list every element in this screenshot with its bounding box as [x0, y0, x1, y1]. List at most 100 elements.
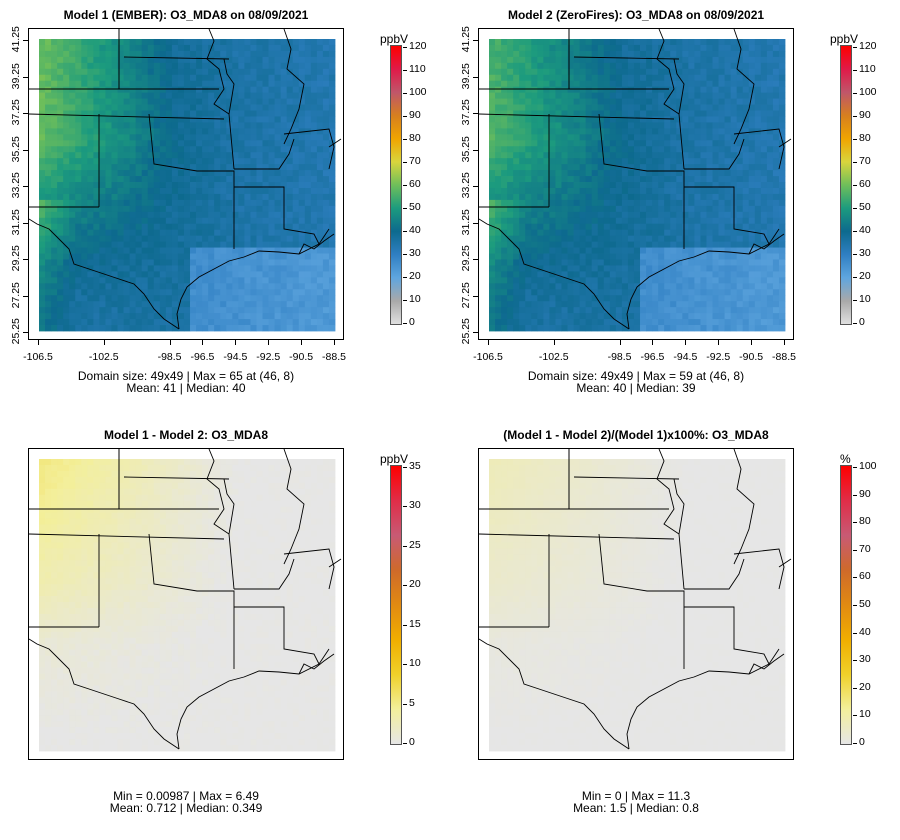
- grid-cell: [190, 193, 197, 201]
- grid-cell: [712, 241, 719, 248]
- grid-cell: [724, 295, 732, 302]
- grid-cell: [129, 122, 137, 129]
- grid-cell: [778, 253, 786, 260]
- grid-cell: [111, 187, 118, 195]
- grid-cell: [316, 199, 324, 207]
- grid-cell: [117, 134, 124, 141]
- grid-cell: [147, 86, 155, 94]
- grid-cell: [93, 253, 100, 260]
- map-frame[interactable]: [28, 28, 344, 340]
- grid-cell: [658, 259, 665, 266]
- grid-cell: [766, 193, 774, 201]
- grid-cell: [736, 39, 744, 46]
- grid-cell: [621, 158, 629, 165]
- grid-cell: [670, 164, 677, 171]
- grid-cell: [93, 92, 100, 99]
- grid-cell: [507, 44, 514, 52]
- grid-cell: [640, 116, 647, 123]
- grid-cell: [633, 247, 641, 254]
- grid-cell: [597, 325, 605, 332]
- grid-cell: [609, 134, 617, 141]
- grid-cell: [543, 319, 550, 326]
- grid-cell: [147, 50, 155, 58]
- grid-cell: [537, 92, 544, 99]
- grid-cell: [748, 158, 756, 165]
- grid-cell: [664, 44, 671, 52]
- grid-cell: [591, 241, 599, 248]
- grid-cell: [147, 271, 155, 278]
- grid-cell: [736, 44, 744, 52]
- grid-cell: [69, 199, 76, 207]
- grid-cell: [214, 80, 221, 88]
- grid-cell: [627, 325, 635, 332]
- grid-cell: [694, 295, 701, 302]
- grid-cell: [93, 289, 100, 296]
- grid-cell: [772, 217, 780, 225]
- grid-cell: [531, 182, 538, 189]
- grid-cell: [117, 313, 124, 320]
- grid-cell: [597, 241, 605, 248]
- grid-cell: [39, 182, 46, 189]
- grid-cell: [256, 110, 263, 117]
- grid-cell: [718, 259, 725, 266]
- grid-cell: [141, 116, 149, 123]
- grid-cell: [718, 182, 725, 189]
- grid-cell: [748, 187, 756, 195]
- grid-cell: [579, 56, 587, 64]
- grid-cell: [489, 253, 496, 260]
- grid-cell: [742, 199, 750, 207]
- grid-cell: [256, 104, 263, 111]
- grid-cell: [147, 187, 155, 195]
- grid-cell: [129, 98, 137, 105]
- grid-cell: [153, 68, 161, 76]
- grid-cell: [87, 158, 94, 165]
- grid-cell: [268, 92, 275, 99]
- grid-cell: [766, 170, 774, 177]
- grid-cell: [328, 128, 336, 135]
- grid-cell: [525, 182, 532, 189]
- grid-cell: [141, 182, 149, 189]
- grid-cell: [81, 140, 88, 147]
- x-axis-label: -98.5: [157, 351, 182, 363]
- grid-cell: [129, 193, 137, 201]
- grid-cell: [262, 247, 269, 254]
- map-frame[interactable]: [28, 448, 344, 760]
- grid-cell: [328, 98, 336, 105]
- grid-cell: [579, 50, 587, 58]
- grid-cell: [262, 259, 269, 266]
- grid-cell: [171, 116, 179, 123]
- grid-cell: [129, 307, 137, 314]
- grid-cell: [226, 283, 233, 290]
- grid-cell: [196, 140, 203, 147]
- grid-cell: [501, 313, 508, 320]
- grid-cell: [694, 86, 701, 94]
- grid-cell: [250, 187, 257, 195]
- grid-cell: [682, 193, 689, 201]
- grid-cell: [117, 235, 124, 243]
- grid-cell: [676, 92, 683, 99]
- grid-cell: [232, 307, 239, 314]
- grid-cell: [304, 116, 312, 123]
- grid-cell: [328, 164, 336, 171]
- grid-cell: [183, 319, 191, 326]
- map-frame[interactable]: [478, 28, 794, 340]
- grid-cell: [111, 301, 118, 308]
- grid-cell: [742, 187, 750, 195]
- grid-cell: [658, 176, 665, 183]
- grid-cell: [766, 253, 774, 260]
- grid-cell: [69, 289, 76, 296]
- grid-cell: [670, 187, 677, 195]
- grid-cell: [676, 217, 683, 225]
- grid-cell: [694, 247, 701, 254]
- grid-cell: [63, 56, 70, 64]
- grid-cell: [171, 128, 179, 135]
- grid-cell: [304, 295, 312, 302]
- grid-cell: [81, 223, 88, 231]
- grid-cell: [513, 301, 520, 308]
- grid-cell: [159, 265, 167, 272]
- grid-cell: [256, 170, 263, 177]
- grid-cell: [274, 247, 282, 254]
- grid-cell: [555, 319, 562, 326]
- grid-cell: [573, 235, 581, 243]
- grid-cell: [549, 50, 556, 58]
